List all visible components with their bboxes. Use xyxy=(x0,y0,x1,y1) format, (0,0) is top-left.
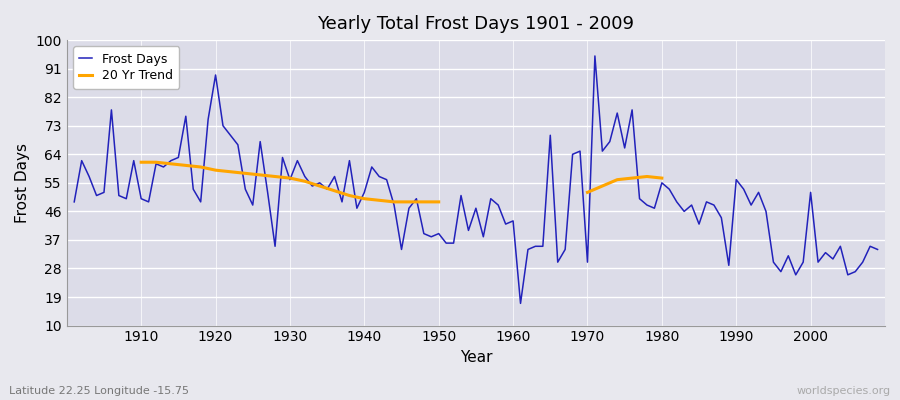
20 Yr Trend xyxy=(150,160,161,165)
Frost Days xyxy=(337,200,347,204)
Y-axis label: Frost Days: Frost Days xyxy=(15,143,30,223)
20 Yr Trend xyxy=(300,179,310,184)
20 Yr Trend xyxy=(433,200,444,204)
20 Yr Trend xyxy=(240,171,251,176)
20 Yr Trend xyxy=(389,200,400,204)
Legend: Frost Days, 20 Yr Trend: Frost Days, 20 Yr Trend xyxy=(73,46,179,89)
Frost Days xyxy=(612,111,623,116)
Text: Latitude 22.25 Longitude -15.75: Latitude 22.25 Longitude -15.75 xyxy=(9,386,189,396)
Line: 20 Yr Trend: 20 Yr Trend xyxy=(141,162,438,202)
20 Yr Trend xyxy=(314,184,325,188)
Frost Days xyxy=(872,247,883,252)
Frost Days xyxy=(590,54,600,58)
Frost Days xyxy=(508,218,518,223)
20 Yr Trend xyxy=(180,163,191,168)
20 Yr Trend xyxy=(359,196,370,201)
20 Yr Trend xyxy=(344,193,355,198)
Frost Days xyxy=(129,158,140,163)
X-axis label: Year: Year xyxy=(460,350,492,365)
20 Yr Trend xyxy=(211,168,221,172)
20 Yr Trend xyxy=(255,172,266,177)
Frost Days xyxy=(500,222,511,226)
20 Yr Trend xyxy=(374,198,384,203)
Frost Days xyxy=(292,158,302,163)
20 Yr Trend xyxy=(166,162,176,166)
20 Yr Trend xyxy=(418,200,429,204)
20 Yr Trend xyxy=(403,200,414,204)
Title: Yearly Total Frost Days 1901 - 2009: Yearly Total Frost Days 1901 - 2009 xyxy=(318,15,634,33)
20 Yr Trend xyxy=(284,176,295,180)
Line: Frost Days: Frost Days xyxy=(74,56,878,303)
Text: worldspecies.org: worldspecies.org xyxy=(796,386,891,396)
Frost Days xyxy=(515,301,526,306)
20 Yr Trend xyxy=(136,160,147,165)
20 Yr Trend xyxy=(270,174,281,179)
20 Yr Trend xyxy=(225,169,236,174)
20 Yr Trend xyxy=(329,188,340,193)
Frost Days xyxy=(68,200,79,204)
20 Yr Trend xyxy=(195,164,206,169)
